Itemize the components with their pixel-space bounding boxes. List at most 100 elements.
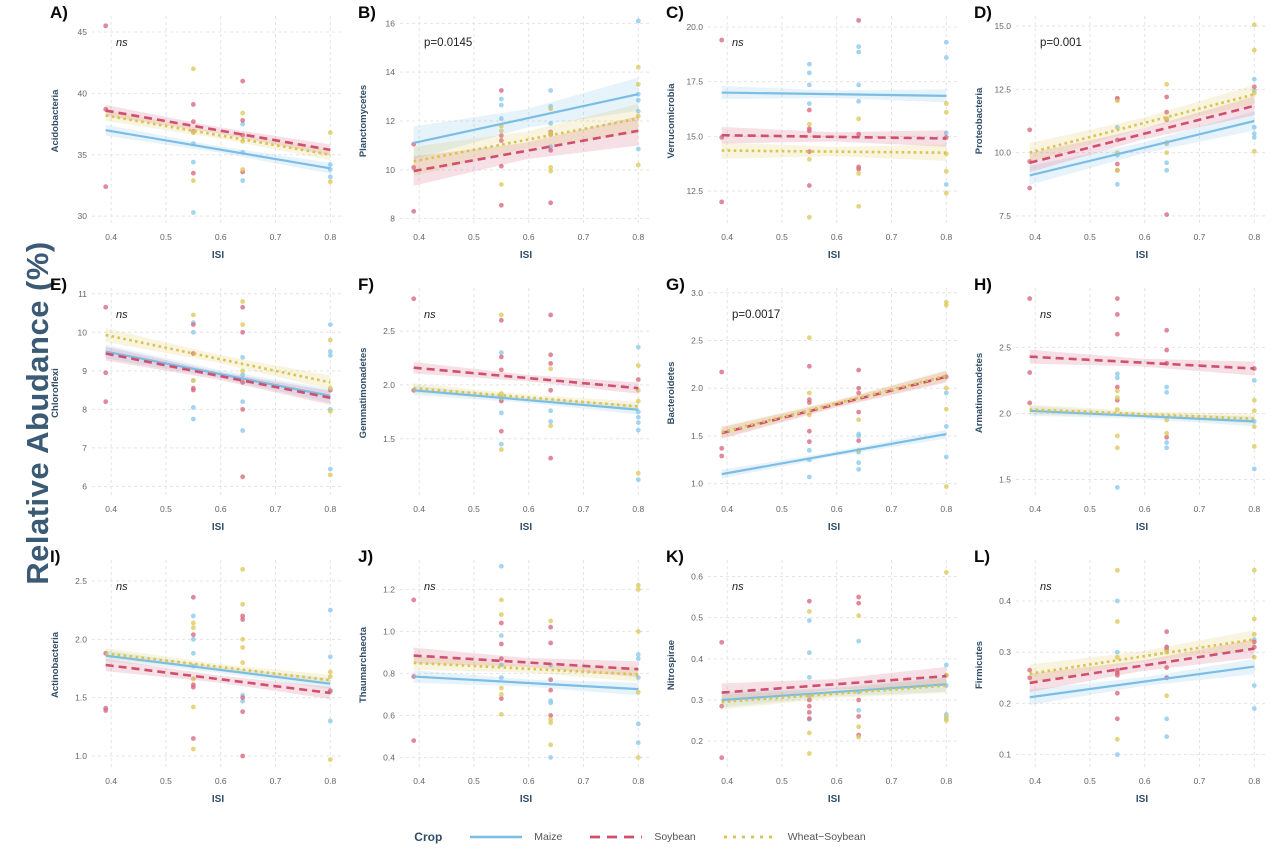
legend-item-wheat-soybean: Wheat−Soybean [722, 831, 866, 843]
scatter-point-wheat [1114, 167, 1120, 173]
scatter-point-maize [635, 108, 641, 114]
scatter-point-soybean [1114, 161, 1120, 167]
panel-y-axis-label: Bacteroidetes [666, 362, 677, 425]
scatter-point-wheat [635, 64, 641, 70]
scatter-point-soybean [103, 399, 109, 405]
panel-y-axis-label: Proteobacteria [974, 87, 985, 154]
significance-label: ns [1040, 581, 1052, 593]
trend-line-maize [413, 389, 639, 411]
legend-title: Crop [414, 830, 443, 844]
scatter-point-maize [1114, 752, 1120, 758]
scatter-point-wheat [856, 116, 862, 122]
scatter-point-wheat [856, 613, 862, 618]
panel-x-axis-label: ISI [828, 794, 840, 805]
ci-ribbon-wheat [721, 678, 947, 710]
panel-y-axis-label: Verrucomicrobia [666, 83, 677, 159]
scatter-point-soybean [240, 78, 246, 84]
scatter-point-wheat [240, 566, 246, 572]
x-tick-label: 0.6 [1139, 504, 1151, 514]
scatter-point-wheat [635, 398, 641, 404]
plot-armatimonadetes: 1.5 2.0 2.5 0.4 0.5 0.6 0.7 0.8 H) ns Armatimonade… [974, 275, 1268, 533]
scatter-point-wheat [240, 299, 246, 304]
x-tick-label: 0.7 [578, 776, 590, 786]
y-tick-label: 1.5 [383, 434, 395, 444]
scatter-point-soybean [240, 117, 246, 123]
scatter-point-maize [327, 654, 333, 660]
significance-label: p=0.0145 [424, 37, 472, 49]
scatter-point-wheat [806, 390, 812, 396]
scatter-point-soybean [411, 296, 417, 302]
y-tick-label: 0.1 [999, 750, 1011, 760]
x-tick-label: 0.8 [632, 504, 644, 514]
scatter-point-maize [1251, 378, 1257, 383]
scatter-point-maize [498, 410, 504, 416]
scatter-point-wheat [1114, 388, 1120, 394]
panel-A: 30 35 40 45 0.4 0.5 0.6 0.7 0.8 A) ns Acidobacteria… [44, 0, 352, 272]
plot-gemmatimonadetes: 1.5 2.0 2.5 0.4 0.5 0.6 0.7 0.8 F) ns Gemmatimonad… [358, 275, 652, 533]
scatter-point-soybean [240, 380, 246, 385]
trend-line-soybean [721, 674, 947, 694]
trend-line-wheat [721, 684, 947, 704]
y-tick-label: 15.0 [686, 131, 703, 141]
trend-line-maize [105, 654, 331, 685]
scatter-point-soybean [498, 138, 504, 143]
scatter-point-wheat [635, 755, 641, 760]
scatter-point-wheat [1251, 47, 1257, 53]
panel-E: 6 7 8 9 10 11 0.4 0.5 0.6 0.7 0.8 E) ns Chloroflexi IS… [44, 272, 352, 544]
scatter-point-maize [856, 638, 862, 644]
scatter-point-wheat [498, 312, 504, 318]
scatter-point-wheat [943, 109, 949, 115]
x-tick-label: 0.4 [413, 232, 425, 242]
trend-line-soybean [1029, 647, 1255, 685]
y-tick-label: 2.0 [383, 380, 395, 390]
scatter-point-soybean [190, 119, 196, 125]
scatter-point-soybean [190, 387, 196, 393]
y-tick-label: 17.5 [686, 77, 703, 87]
scatter-point-maize [548, 408, 554, 414]
y-tick-label: 2.0 [75, 634, 87, 644]
scatter-point-soybean [856, 390, 862, 396]
x-tick-label: 0.6 [1139, 232, 1151, 242]
scatter-point-wheat [327, 179, 333, 185]
x-tick-label: 0.5 [468, 776, 480, 786]
scatter-point-maize [1164, 716, 1170, 722]
scatter-point-soybean [240, 474, 246, 480]
scatter-point-maize [498, 633, 504, 638]
scatter-point-wheat [1164, 81, 1170, 87]
panel-G: 1.0 1.5 2.0 2.5 3.0 0.4 0.5 0.6 0.7 0.8 G) p=0.0017… [660, 272, 968, 544]
scatter-point-soybean [856, 594, 862, 600]
scatter-point-soybean [806, 439, 812, 445]
scatter-point-wheat [943, 302, 949, 308]
scatter-point-maize [635, 146, 641, 152]
scatter-point-maize [327, 353, 333, 358]
scatter-point-wheat [190, 66, 196, 72]
x-tick-label: 0.4 [413, 504, 425, 514]
scatter-point-wheat [548, 742, 554, 748]
scatter-point-maize [1251, 706, 1257, 711]
y-tick-label: 0.4 [691, 654, 703, 664]
scatter-point-wheat [548, 106, 554, 112]
legend-label-soybean: Soybean [654, 831, 696, 843]
scatter-point-wheat [635, 587, 641, 592]
panel-y-axis-label: Armatimonadetes [974, 353, 985, 433]
scatter-point-wheat [190, 704, 196, 710]
scatter-point-wheat [327, 408, 333, 414]
scatter-point-maize [635, 675, 641, 680]
scatter-point-maize [1251, 76, 1257, 82]
scatter-point-wheat [498, 447, 504, 452]
scatter-point-soybean [806, 400, 812, 405]
significance-label: ns [116, 581, 128, 593]
scatter-point-maize [856, 49, 862, 55]
scatter-point-maize [327, 718, 333, 724]
panel-y-axis-label: Acidobacteria [50, 89, 61, 153]
scatter-point-wheat [548, 423, 554, 429]
panel-y-axis-label: Chloroflexi [50, 368, 61, 418]
ci-ribbon-soybean [413, 116, 639, 186]
trend-line-wheat [105, 333, 331, 384]
ci-ribbon-wheat [1029, 630, 1255, 683]
scatter-point-wheat [327, 674, 333, 680]
x-tick-label: 0.8 [324, 232, 336, 242]
scatter-point-maize [943, 662, 949, 668]
scatter-point-soybean [1251, 84, 1257, 90]
scatter-point-maize [1114, 598, 1120, 604]
